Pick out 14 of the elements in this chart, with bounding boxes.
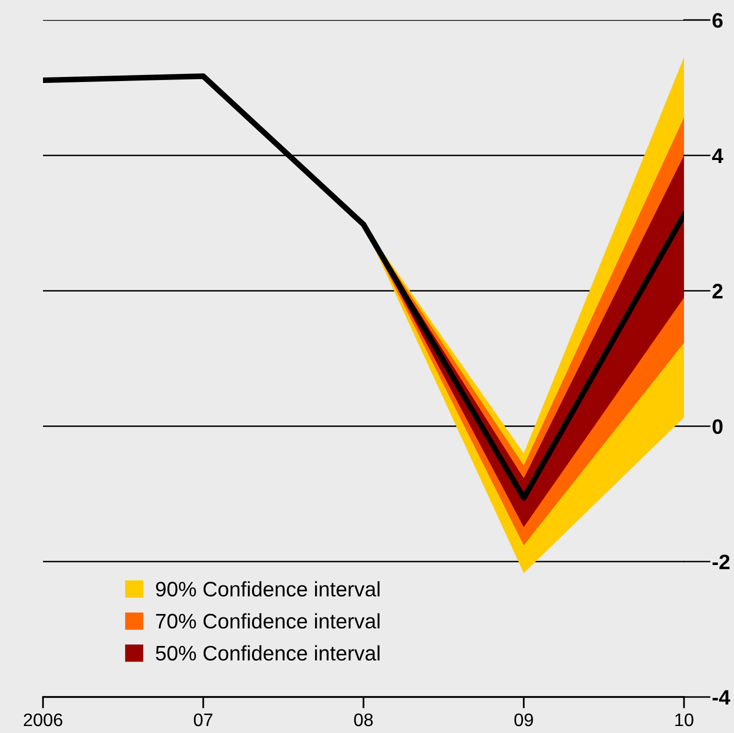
x-tick-label: 2006 — [24, 713, 62, 726]
y-tick-label: 2 — [712, 284, 723, 298]
legend-label: 90% Confidence interval — [156, 581, 380, 597]
legend-label: 50% Confidence interval — [156, 645, 380, 661]
x-tick-label: 08 — [354, 713, 373, 726]
y-tick-label: 0 — [712, 419, 723, 434]
y-tick-label: -4 — [712, 690, 730, 705]
y-tick-label: 4 — [712, 148, 724, 163]
x-tick-label: 10 — [675, 713, 694, 726]
y-tick-label: 6 — [712, 13, 723, 28]
legend-label: 70% Confidence interval — [156, 613, 380, 629]
x-tick-label: 07 — [194, 713, 212, 726]
y-tick-label: -2 — [712, 554, 730, 570]
x-tick-label: 09 — [514, 713, 533, 726]
